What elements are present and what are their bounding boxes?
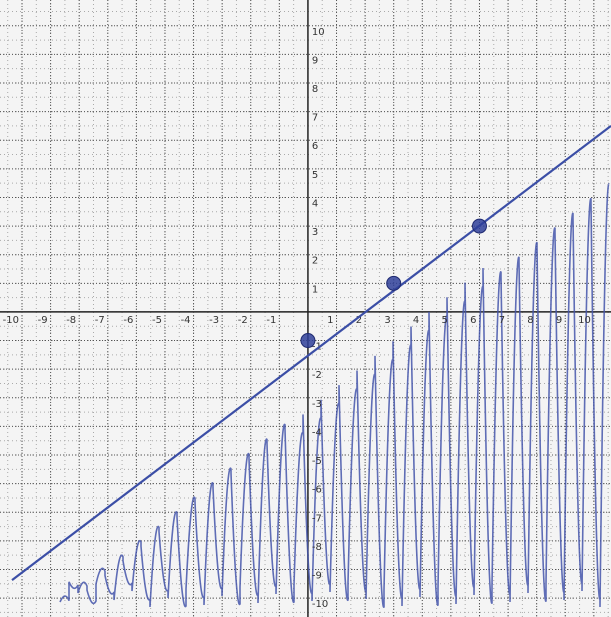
x-tick-label: -9 bbox=[38, 315, 48, 326]
y-tick-label: 4 bbox=[312, 198, 318, 209]
y-tick-label: 2 bbox=[312, 256, 318, 267]
x-tick-label: -5 bbox=[152, 315, 162, 326]
y-tick-label: -10 bbox=[312, 599, 328, 610]
point bbox=[386, 275, 402, 291]
x-tick-label: -10 bbox=[3, 315, 19, 326]
x-tick-label: -7 bbox=[95, 315, 105, 326]
y-tick-label: -3 bbox=[312, 399, 322, 410]
y-tick-label: 3 bbox=[312, 227, 318, 238]
y-tick-label: -2 bbox=[312, 370, 322, 381]
x-tick-label: 5 bbox=[442, 315, 448, 326]
y-tick-label: -6 bbox=[312, 485, 322, 496]
y-tick-label: 5 bbox=[312, 170, 318, 181]
x-tick-label: -3 bbox=[209, 315, 219, 326]
y-tick-label: 8 bbox=[312, 84, 318, 95]
x-tick-label: -1 bbox=[266, 315, 276, 326]
x-tick-label: 8 bbox=[527, 315, 533, 326]
x-tick-label: 3 bbox=[384, 315, 390, 326]
y-tick-label: -4 bbox=[312, 427, 322, 438]
y-tick-label: -1 bbox=[312, 342, 322, 353]
x-tick-label: -6 bbox=[123, 315, 133, 326]
x-tick-label: 10 bbox=[578, 315, 591, 326]
y-tick-label: -5 bbox=[312, 456, 322, 467]
x-tick-label: -2 bbox=[238, 315, 248, 326]
y-tick-label: 7 bbox=[312, 113, 318, 124]
x-tick-label: 2 bbox=[356, 315, 362, 326]
y-tick-label: 10 bbox=[312, 27, 325, 38]
scribble bbox=[59, 183, 610, 608]
shading-scribble bbox=[59, 183, 610, 608]
x-tick-label: 6 bbox=[470, 315, 476, 326]
x-tick-label: 9 bbox=[556, 315, 562, 326]
point bbox=[471, 218, 487, 234]
y-tick-label: 6 bbox=[312, 141, 318, 152]
boundary-line bbox=[11, 125, 611, 581]
x-tick-label: 4 bbox=[413, 315, 419, 326]
x-tick-label: -8 bbox=[66, 315, 76, 326]
y-tick-label: 1 bbox=[312, 284, 318, 295]
y-tick-label: 9 bbox=[312, 55, 318, 66]
x-tick-label: 1 bbox=[327, 315, 333, 326]
y-tick-label: -9 bbox=[312, 570, 322, 581]
y-tick-label: -7 bbox=[312, 513, 322, 524]
y-tick-label: -8 bbox=[312, 542, 322, 553]
x-tick-label: -4 bbox=[181, 315, 191, 326]
point bbox=[300, 333, 316, 349]
x-tick-label: 7 bbox=[499, 315, 505, 326]
